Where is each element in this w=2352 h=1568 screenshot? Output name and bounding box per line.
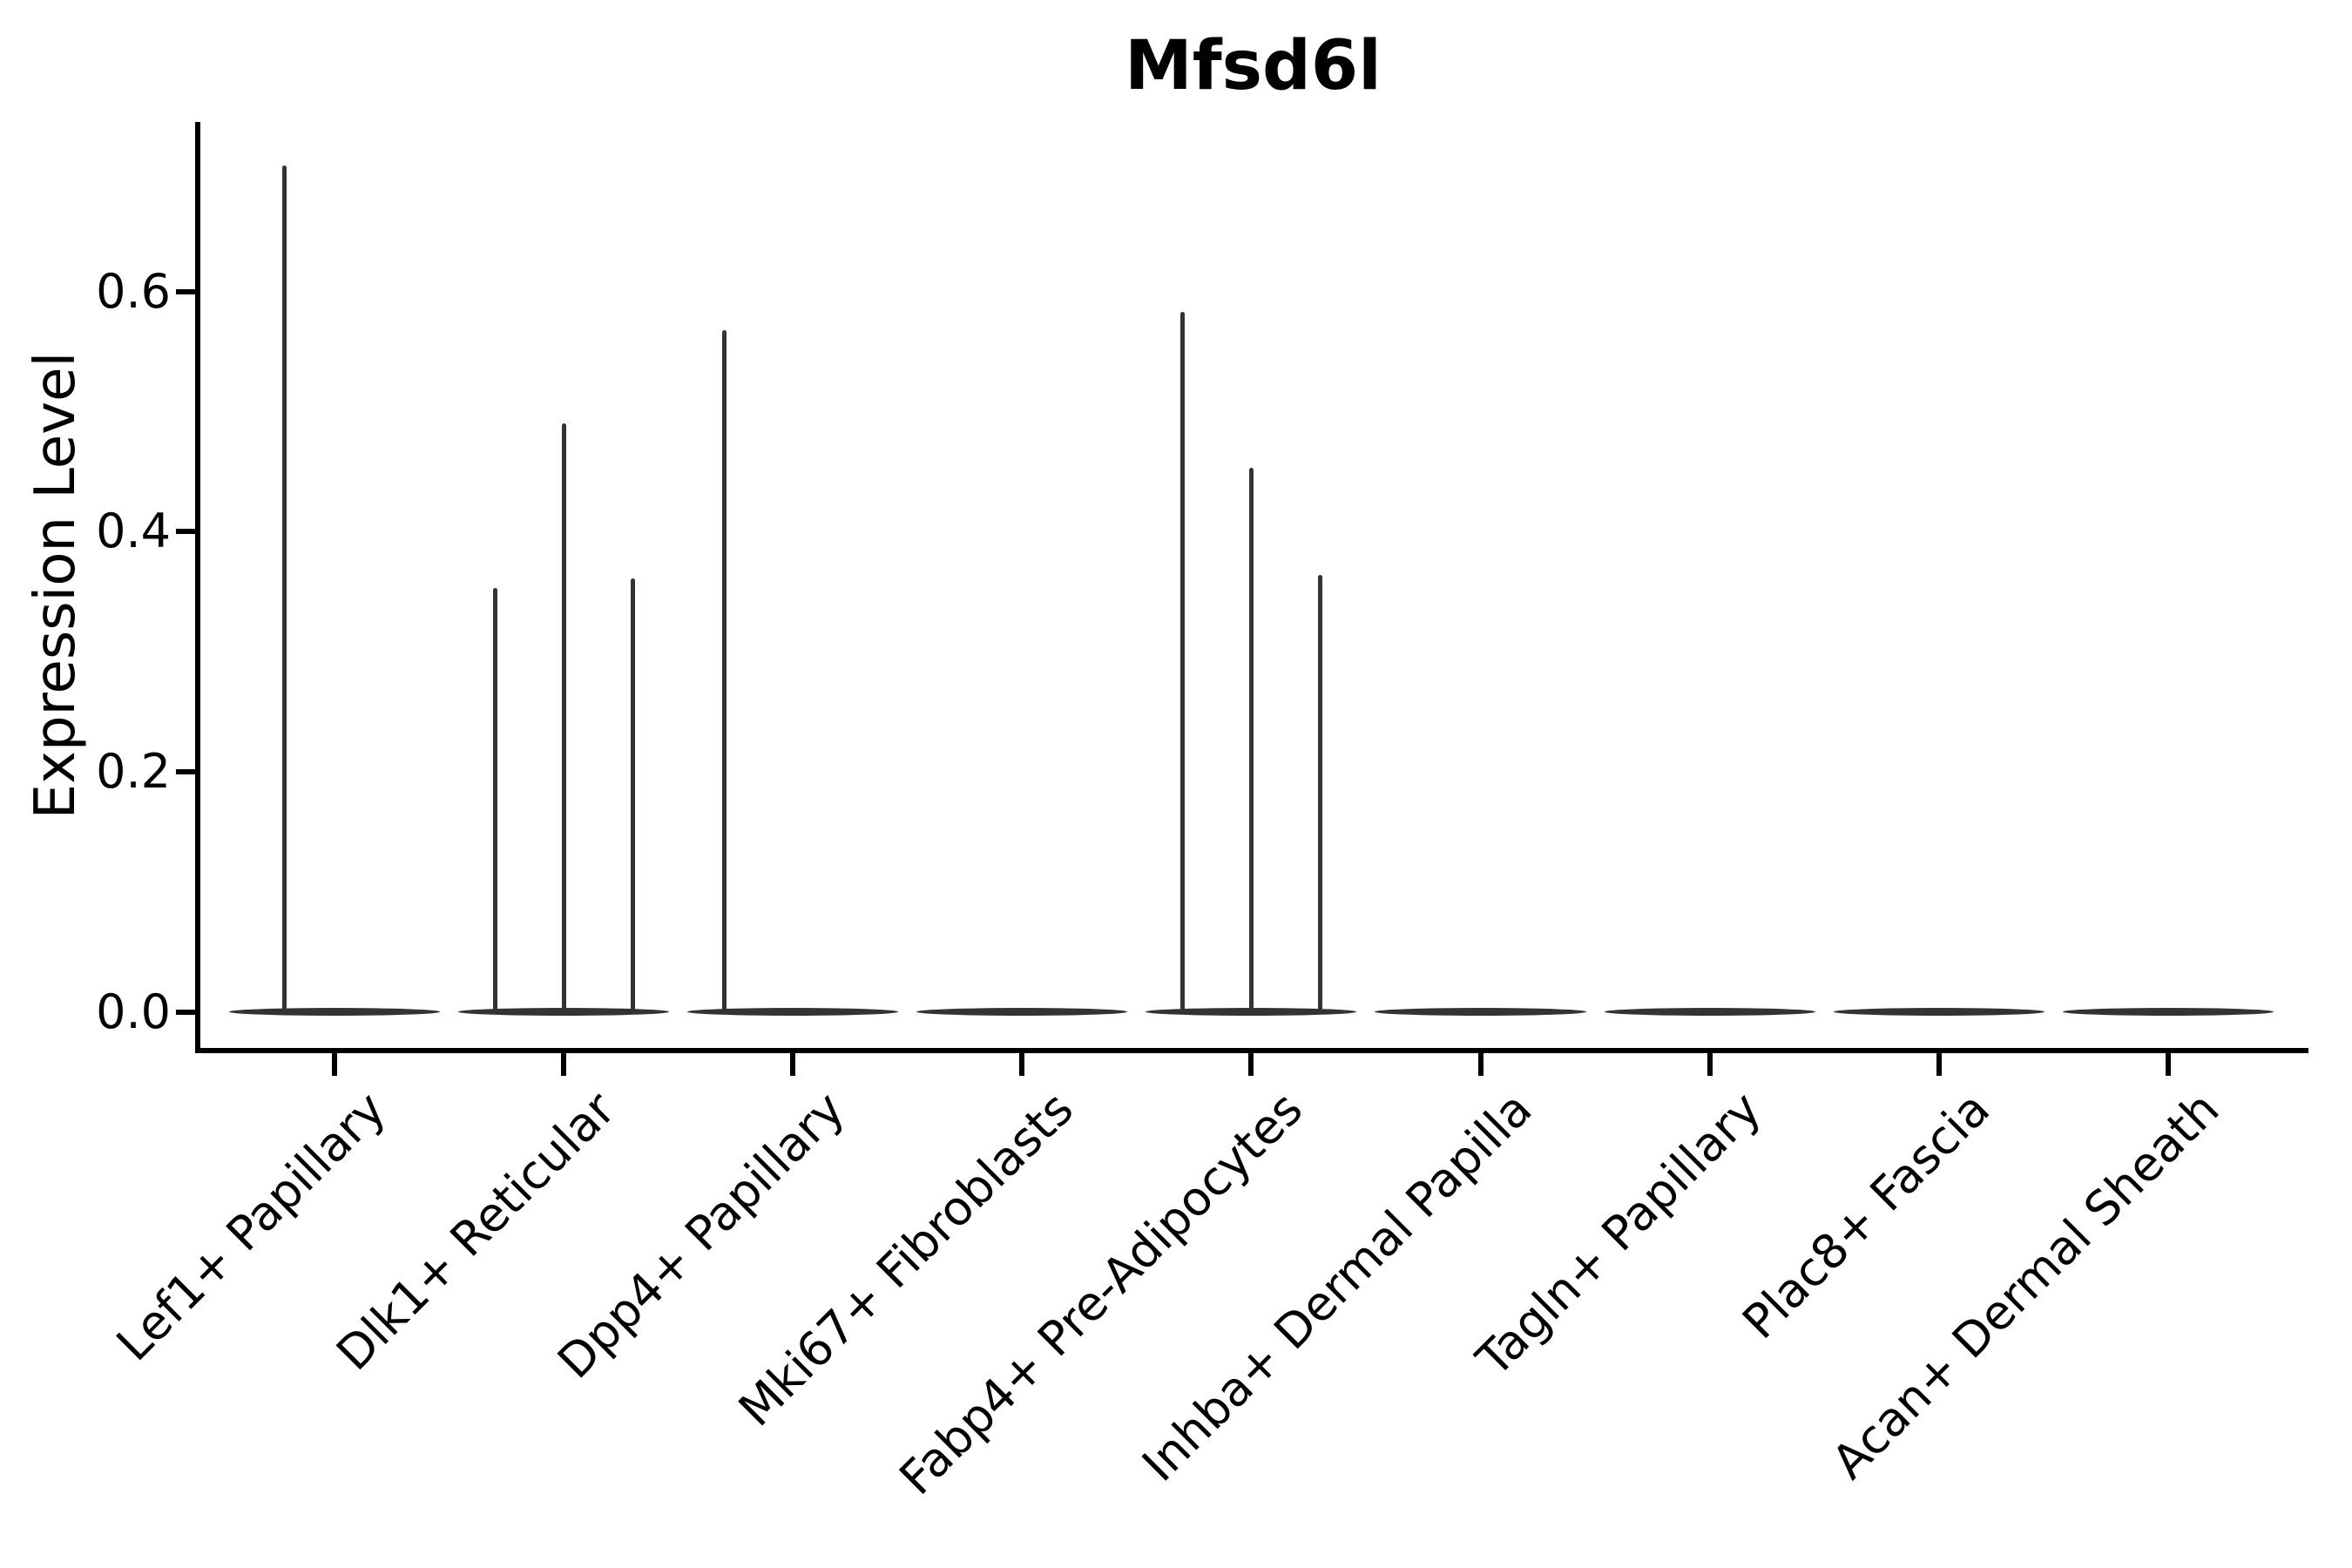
violin-spike xyxy=(492,588,497,1012)
x-tick-label: Acan+ Dermal Sheath xyxy=(1821,1081,2230,1490)
x-tick-label: Fabp4+ Pre-Adipocytes xyxy=(889,1081,1314,1506)
violin-baseline xyxy=(687,1008,899,1016)
x-tick xyxy=(332,1053,337,1076)
violin-spike xyxy=(281,166,287,1012)
violin-spike xyxy=(1248,468,1254,1012)
violin-baseline xyxy=(1146,1008,1357,1016)
violin-baseline xyxy=(228,1008,441,1016)
violin-baseline xyxy=(1375,1008,1586,1016)
violin-baseline xyxy=(2062,1008,2274,1016)
violin-spike xyxy=(721,329,727,1012)
violin-spike xyxy=(1179,312,1185,1012)
y-tick xyxy=(176,529,195,535)
violin-spike xyxy=(561,423,566,1012)
violin-baseline xyxy=(1604,1008,1815,1016)
x-tick-label: Plac8+ Fascia xyxy=(1732,1081,2001,1350)
x-tick-label: Inhba+ Dermal Papilla xyxy=(1131,1081,1543,1492)
x-tick xyxy=(1936,1053,1942,1076)
violin-spike xyxy=(630,578,635,1012)
y-tick-label: 0.4 xyxy=(96,504,171,559)
x-tick xyxy=(790,1053,796,1076)
y-tick-label: 0.6 xyxy=(96,263,171,319)
violin-baseline xyxy=(916,1008,1128,1016)
y-axis-spine xyxy=(195,122,200,1053)
violin-baseline xyxy=(1833,1008,2044,1016)
y-tick xyxy=(176,1009,195,1015)
x-tick xyxy=(1019,1053,1025,1076)
x-tick xyxy=(2165,1053,2171,1076)
x-tick xyxy=(1707,1053,1713,1076)
x-tick xyxy=(561,1053,567,1076)
y-tick xyxy=(176,288,195,294)
violin-spike xyxy=(1317,574,1322,1012)
x-tick xyxy=(1477,1053,1484,1076)
x-tick xyxy=(1248,1053,1254,1076)
y-tick-label: 0.0 xyxy=(96,983,171,1039)
x-axis-spine xyxy=(195,1048,2308,1053)
y-tick xyxy=(176,768,195,774)
plot-title: Mfsd6l xyxy=(1125,27,1382,105)
violin-baseline xyxy=(458,1008,670,1016)
y-tick-label: 0.2 xyxy=(96,743,171,799)
